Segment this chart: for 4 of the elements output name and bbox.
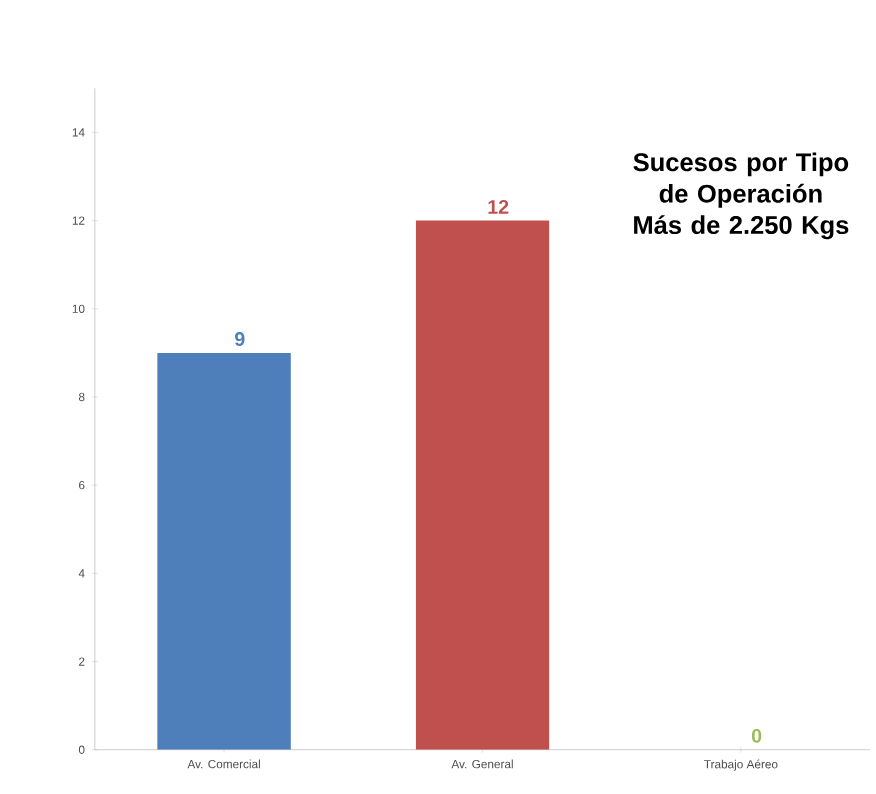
data-label: 0 (751, 728, 762, 743)
text: Sucesos por Tipo de Operación Más de 2.250 Kgs (633, 152, 849, 239)
data-label: 9 (235, 331, 245, 346)
data-label: 12 (488, 199, 509, 214)
